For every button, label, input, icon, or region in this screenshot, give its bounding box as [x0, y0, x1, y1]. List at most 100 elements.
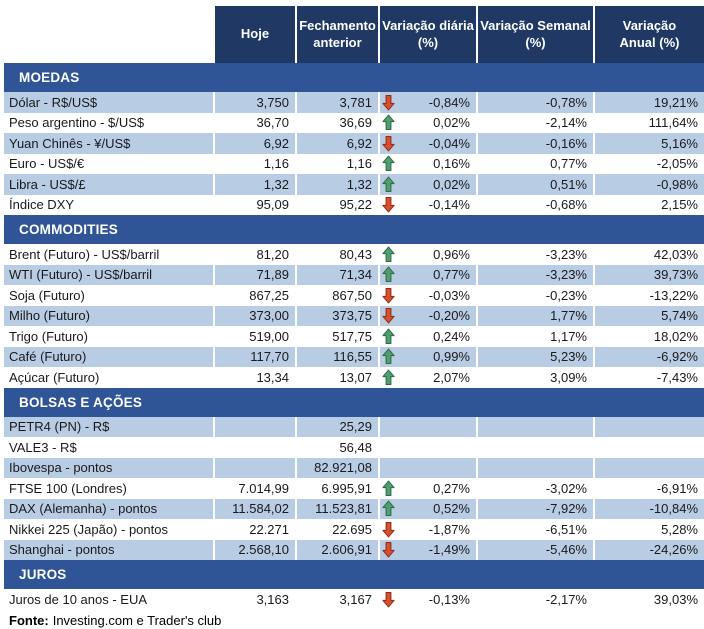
cell-variacao-anual: 42,03% [593, 244, 704, 265]
down-arrow-icon [382, 306, 395, 327]
cell-variacao-anual [593, 416, 704, 437]
up-arrow-icon [382, 113, 395, 134]
daily-variation-value: -0,14% [428, 197, 470, 213]
cell-variacao-semanal [476, 416, 593, 437]
cell-hoje: 6,92 [213, 133, 295, 154]
cell-hoje: 519,00 [213, 326, 295, 347]
up-arrow-icon [382, 244, 395, 265]
daily-variation-value: -0,20% [428, 308, 470, 324]
table-row: Yuan Chinês - ¥/US$ 6,92 6,92 -0,04% -0,16% 5… [4, 133, 704, 154]
cell-variacao-anual: -24,26% [593, 539, 704, 560]
cell-fechamento-anterior: 82.921,08 [295, 457, 378, 478]
cell-hoje: 1,16 [213, 153, 295, 174]
daily-variation-value: 2,07% [433, 369, 470, 385]
cell-fechamento-anterior: 2.606,91 [295, 539, 378, 560]
cell-variacao-anual: -6,92% [593, 346, 704, 367]
cell-variacao-anual: 5,16% [593, 133, 704, 154]
cell-variacao-semanal [476, 457, 593, 478]
cell-hoje: 22.271 [213, 519, 295, 540]
row-label: Juros de 10 anos - EUA [9, 591, 148, 607]
table-row: FTSE 100 (Londres) 7.014,99 6.995,91 0,27% -… [4, 478, 704, 499]
daily-variation-value: 0,96% [433, 246, 470, 262]
cell-variacao-diaria: -0,20% [378, 305, 476, 327]
row-label: Ibovespa - pontos [4, 457, 213, 478]
daily-variation-value: -0,84% [428, 94, 470, 110]
section-title: JUROS [19, 567, 67, 582]
row-label: Nikkei 225 (Japão) - pontos [9, 521, 168, 537]
cell-variacao-semanal: -3,23% [476, 264, 593, 285]
down-arrow-icon [382, 519, 395, 540]
row-label: Milho (Futuro) [4, 305, 213, 326]
up-arrow-icon [382, 347, 395, 368]
cell-fechamento-anterior: 6,92 [295, 133, 378, 154]
daily-variation-value: 0,02% [433, 176, 470, 192]
section-header-commodities: COMMODITIES [4, 215, 704, 244]
cell-hoje: 11.584,02 [213, 498, 295, 519]
table-row: Milho (Futuro) 373,00 373,75 -0,20% 1,77% 5,7… [4, 305, 704, 327]
up-arrow-icon [382, 499, 395, 520]
source-text: Investing.com e Trader's club [52, 613, 222, 628]
row-label: Shanghai - pontos [4, 539, 213, 560]
cell-variacao-diaria: 0,16% [378, 153, 476, 174]
cell-variacao-anual: 5,28% [593, 519, 704, 540]
up-arrow-icon [382, 326, 395, 347]
table-row: Dólar - R$/US$ 3,750 3,781 -0,84% -0,78% 19,2… [4, 92, 704, 113]
daily-variation-value: -0,13% [428, 591, 470, 607]
cell-hoje: 867,25 [213, 285, 295, 306]
row-label: Açúcar (Futuro) [9, 369, 100, 385]
table-row: PETR4 (PN) - R$ 25,29 [4, 416, 704, 437]
row-label: FTSE 100 (Londres) [9, 480, 127, 496]
table-row: Peso argentino - $/US$ 36,70 36,69 0,02% -2,… [4, 112, 704, 134]
cell-fechamento-anterior: 25,29 [295, 416, 378, 437]
cell-variacao-diaria: 0,96% [378, 244, 476, 265]
down-arrow-icon [382, 195, 395, 216]
table-row: DAX (Alemanha) - pontos 11.584,02 11.523,8… [4, 498, 704, 520]
cell-fechamento-anterior: 36,69 [295, 112, 378, 133]
column-header-variacao-semanal: Variação Semanal (%) [476, 6, 593, 63]
cell-variacao-diaria: 0,77% [378, 264, 476, 285]
cell-variacao-anual: 2,15% [593, 194, 704, 215]
cell-variacao-semanal: 1,17% [476, 326, 593, 347]
table-row: Libra - US$/£ 1,32 1,32 0,02% 0,51% -0,98% [4, 174, 704, 195]
row-label: Yuan Chinês - ¥/US$ [4, 133, 213, 154]
cell-fechamento-anterior: 1,32 [295, 174, 378, 195]
cell-variacao-semanal: -2,14% [476, 112, 593, 133]
table-row: Café (Futuro) 117,70 116,55 0,99% 5,23% -6,92… [4, 346, 704, 368]
cell-variacao-anual: -10,84% [593, 498, 704, 519]
cell-variacao-diaria [378, 457, 476, 478]
cell-hoje: 13,34 [213, 367, 295, 388]
cell-variacao-diaria: -0,04% [378, 133, 476, 154]
cell-hoje: 7.014,99 [213, 478, 295, 499]
cell-hoje [213, 416, 295, 437]
cell-variacao-diaria: -0,14% [378, 194, 476, 216]
table-row: WTI (Futuro) - US$/barril 71,89 71,34 0,77%… [4, 264, 704, 285]
row-label: VALE3 - R$ [9, 439, 77, 455]
section-title: BOLSAS E AÇÕES [19, 394, 143, 410]
source-note: Fonte: Investing.com e Trader's club [4, 611, 704, 629]
cell-fechamento-anterior: 56,48 [295, 437, 378, 458]
table-row: Açúcar (Futuro) 13,34 13,07 2,07% 3,09% -7,43… [4, 367, 704, 388]
daily-variation-value: -1,87% [428, 521, 470, 537]
section-title: COMMODITIES [19, 222, 118, 237]
cell-variacao-anual [593, 437, 704, 458]
daily-variation-value: 0,16% [433, 156, 470, 172]
corner-cell [4, 6, 213, 63]
cell-fechamento-anterior: 3,781 [295, 92, 378, 113]
table-row: Shanghai - pontos 2.568,10 2.606,91 -1,49% -… [4, 539, 704, 560]
cell-variacao-semanal: -6,51% [476, 519, 593, 540]
cell-fechamento-anterior: 116,55 [295, 346, 378, 367]
cell-hoje: 36,70 [213, 112, 295, 133]
cell-variacao-diaria: -0,03% [378, 285, 476, 306]
cell-fechamento-anterior: 517,75 [295, 326, 378, 347]
cell-variacao-diaria [378, 437, 476, 458]
cell-variacao-semanal: -3,02% [476, 478, 593, 499]
cell-variacao-anual: 5,74% [593, 305, 704, 326]
cell-fechamento-anterior: 11.523,81 [295, 498, 378, 519]
row-label: DAX (Alemanha) - pontos [4, 498, 213, 519]
daily-variation-value: -1,49% [428, 542, 470, 558]
cell-fechamento-anterior: 3,167 [295, 589, 378, 610]
cell-hoje [213, 437, 295, 458]
cell-variacao-semanal: 0,77% [476, 153, 593, 174]
cell-variacao-semanal: 3,09% [476, 367, 593, 388]
section-header-moedas: MOEDAS [4, 63, 704, 92]
